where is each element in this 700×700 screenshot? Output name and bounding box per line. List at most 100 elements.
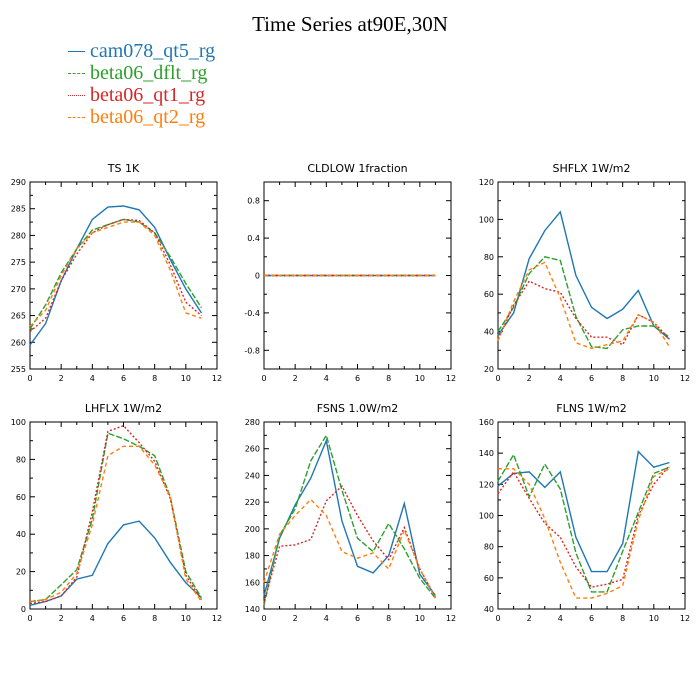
x-tick-label: 6 xyxy=(589,374,594,383)
y-tick-label: 0.4 xyxy=(247,234,260,243)
series-line-cam078_qt5_rg xyxy=(497,210,670,340)
y-tick-label: 220 xyxy=(245,498,260,507)
y-tick-label: 275 xyxy=(11,258,26,267)
y-tick-label: 255 xyxy=(11,365,26,374)
legend-item-beta06-dflt-rg: beta06_dflt_rg xyxy=(68,62,215,84)
series-line-beta06_qt1_rg xyxy=(263,484,437,603)
chart-title: TS 1K xyxy=(107,162,140,175)
chart-title: CLDLOW 1fraction xyxy=(307,162,407,175)
series-line-cam078_qt5_rg xyxy=(497,450,670,573)
x-tick-label: 2 xyxy=(59,374,64,383)
y-tick-label: 40 xyxy=(484,328,494,337)
legend-item-cam078-qt5-rg: cam078_qt5_rg xyxy=(68,40,215,62)
plot-frame xyxy=(29,421,218,610)
x-tick-label: 2 xyxy=(59,614,64,623)
x-tick-label: 8 xyxy=(620,374,625,383)
series-line-beta06_qt1_rg xyxy=(29,424,202,605)
y-tick-label: 100 xyxy=(479,512,494,521)
x-tick-label: 0 xyxy=(261,374,266,383)
x-tick-label: 6 xyxy=(589,614,594,623)
series-line-beta06_qt2_rg xyxy=(29,445,202,603)
x-tick-label: 12 xyxy=(680,614,690,623)
legend-label: beta06_dflt_rg xyxy=(90,62,208,84)
chart-title: FSNS 1.0W/m2 xyxy=(317,402,399,415)
y-tick-label: 120 xyxy=(479,178,494,187)
series-line-beta06_qt1_rg xyxy=(497,280,670,346)
x-tick-label: 0 xyxy=(27,374,32,383)
series-line-beta06_qt2_rg xyxy=(29,221,202,327)
legend-label: cam078_qt5_rg xyxy=(90,40,216,62)
y-tick-label: 265 xyxy=(11,312,26,321)
y-tick-label: 160 xyxy=(245,578,260,587)
legend-swatch xyxy=(68,95,85,96)
legend-label: beta06_qt2_rg xyxy=(90,106,206,128)
y-tick-label: 0.8 xyxy=(247,197,260,206)
x-tick-label: 4 xyxy=(558,614,563,623)
plot-frame xyxy=(29,181,218,370)
series-line-cam078_qt5_rg xyxy=(29,520,202,606)
series-line-beta06_qt2_rg xyxy=(263,498,437,599)
x-tick-label: 12 xyxy=(446,614,456,623)
y-tick-label: 200 xyxy=(245,525,260,534)
series-line-beta06_dflt_rg xyxy=(29,432,203,603)
x-tick-label: 0 xyxy=(495,614,500,623)
chart-panel-0: TS 1K 0 2 4 6 8 10 12 255 260 265 270 275 280 285 290 xyxy=(11,162,222,383)
x-tick-label: 4 xyxy=(558,374,563,383)
y-tick-label: 280 xyxy=(11,231,26,240)
series-line-beta06_dflt_rg xyxy=(497,453,670,593)
x-tick-label: 8 xyxy=(152,614,157,623)
y-tick-label: 60 xyxy=(484,574,494,583)
x-tick-label: 2 xyxy=(527,614,532,623)
y-tick-label: 285 xyxy=(11,205,26,214)
chart-panel-1: CLDLOW 1fraction 0 2 4 6 8 10 12 -0.8 -0.4 0 0.4 0.8 xyxy=(244,162,456,383)
y-tick-label: 40 xyxy=(16,530,26,539)
x-tick-label: 6 xyxy=(121,614,126,623)
series-line-cam078_qt5_rg xyxy=(29,205,202,346)
legend-label: beta06_qt1_rg xyxy=(90,84,206,106)
y-tick-label: 0 xyxy=(21,605,26,614)
x-tick-label: 8 xyxy=(152,374,157,383)
x-tick-label: 10 xyxy=(415,614,425,623)
x-tick-label: 12 xyxy=(680,374,690,383)
x-tick-label: 8 xyxy=(386,614,391,623)
series-line-beta06_qt2_rg xyxy=(497,261,670,350)
x-tick-label: 6 xyxy=(121,374,126,383)
y-tick-label: 140 xyxy=(479,449,494,458)
y-tick-label: -0.8 xyxy=(244,346,260,355)
x-tick-label: 0 xyxy=(495,374,500,383)
y-tick-label: 290 xyxy=(11,178,26,187)
series-line-beta06_qt1_rg xyxy=(497,465,670,588)
x-tick-label: 2 xyxy=(293,614,298,623)
x-tick-label: 6 xyxy=(355,374,360,383)
chart-title: SHFLX 1W/m2 xyxy=(552,162,630,175)
y-tick-label: 180 xyxy=(245,552,260,561)
legend-item-beta06-qt1-rg: beta06_qt1_rg xyxy=(68,84,215,106)
x-tick-label: 12 xyxy=(212,374,222,383)
y-tick-label: 240 xyxy=(245,471,260,480)
y-tick-label: 0 xyxy=(255,272,260,281)
legend-item-beta06-qt2-rg: beta06_qt2_rg xyxy=(68,106,215,128)
x-tick-label: 8 xyxy=(386,374,391,383)
series-line-beta06_dflt_rg xyxy=(29,218,202,330)
legend: cam078_qt5_rg beta06_dflt_rg beta06_qt1_… xyxy=(68,40,215,128)
x-tick-label: 4 xyxy=(90,374,95,383)
x-tick-label: 4 xyxy=(324,374,329,383)
y-tick-label: 100 xyxy=(11,418,26,427)
chart-title: LHFLX 1W/m2 xyxy=(85,402,162,415)
x-tick-label: 0 xyxy=(261,614,266,623)
legend-swatch xyxy=(68,51,85,52)
y-tick-label: 80 xyxy=(484,253,494,262)
y-tick-label: 40 xyxy=(484,605,494,614)
x-tick-label: 10 xyxy=(415,374,425,383)
y-tick-label: 80 xyxy=(16,455,26,464)
y-tick-label: 260 xyxy=(245,445,260,454)
x-tick-label: 10 xyxy=(181,374,191,383)
chart-title: FLNS 1W/m2 xyxy=(556,402,626,415)
plot-frame xyxy=(497,421,686,610)
x-tick-label: 0 xyxy=(27,614,32,623)
y-tick-label: 270 xyxy=(11,285,26,294)
y-tick-label: 20 xyxy=(16,568,26,577)
y-tick-label: 60 xyxy=(484,290,494,299)
series-line-cam078_qt5_rg xyxy=(263,438,436,597)
y-tick-label: 100 xyxy=(479,215,494,224)
